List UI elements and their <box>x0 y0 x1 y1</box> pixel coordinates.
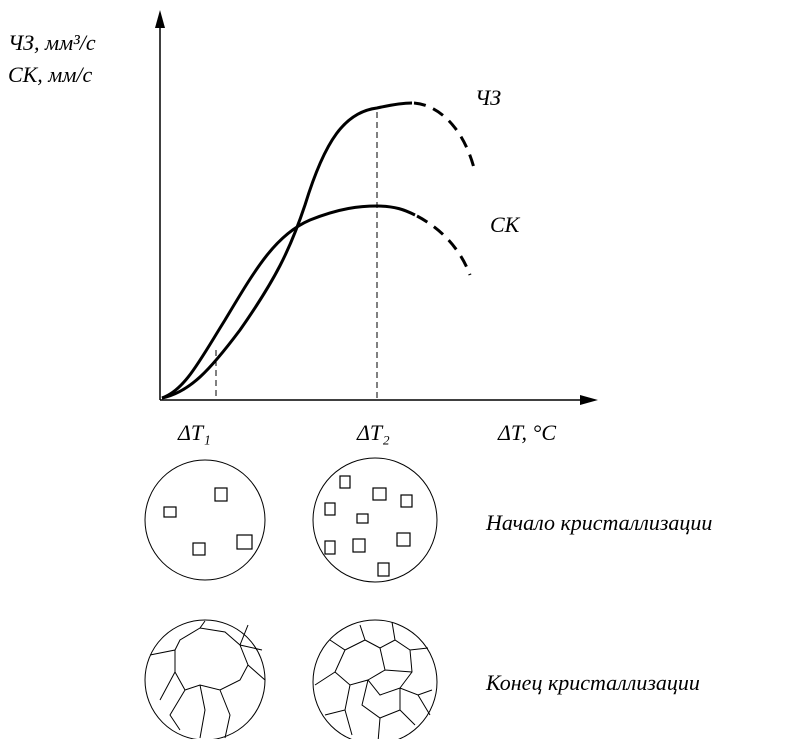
x-label-t2: ΔT₂ <box>356 420 390 445</box>
y-label-1: ЧЗ, мм³/с <box>8 30 96 55</box>
circle-start-2 <box>313 458 437 582</box>
curve-cz <box>162 103 412 398</box>
y-label-2: СК, мм/с <box>8 62 92 87</box>
curve-label-cz: ЧЗ <box>475 85 501 110</box>
curve-cz-dashed <box>414 103 475 172</box>
circle-start-1 <box>145 460 265 580</box>
x-label-t1: ΔT₁ <box>177 420 211 445</box>
curve-sk-dashed <box>417 216 470 275</box>
row-label-end: Конец кристаллизации <box>485 670 700 695</box>
diagram: ЧЗ, мм³/с СК, мм/с ЧЗ СК ΔT₁ ΔT₂ ΔT, °C … <box>0 0 799 739</box>
circle-end-1 <box>145 620 265 739</box>
row-label-start: Начало кристаллизации <box>485 510 712 535</box>
circle-end-2 <box>313 620 437 739</box>
y-arrow <box>155 10 165 28</box>
curve-label-sk: СК <box>490 212 521 237</box>
x-arrow <box>580 395 598 405</box>
x-axis-title: ΔT, °C <box>497 420 556 445</box>
